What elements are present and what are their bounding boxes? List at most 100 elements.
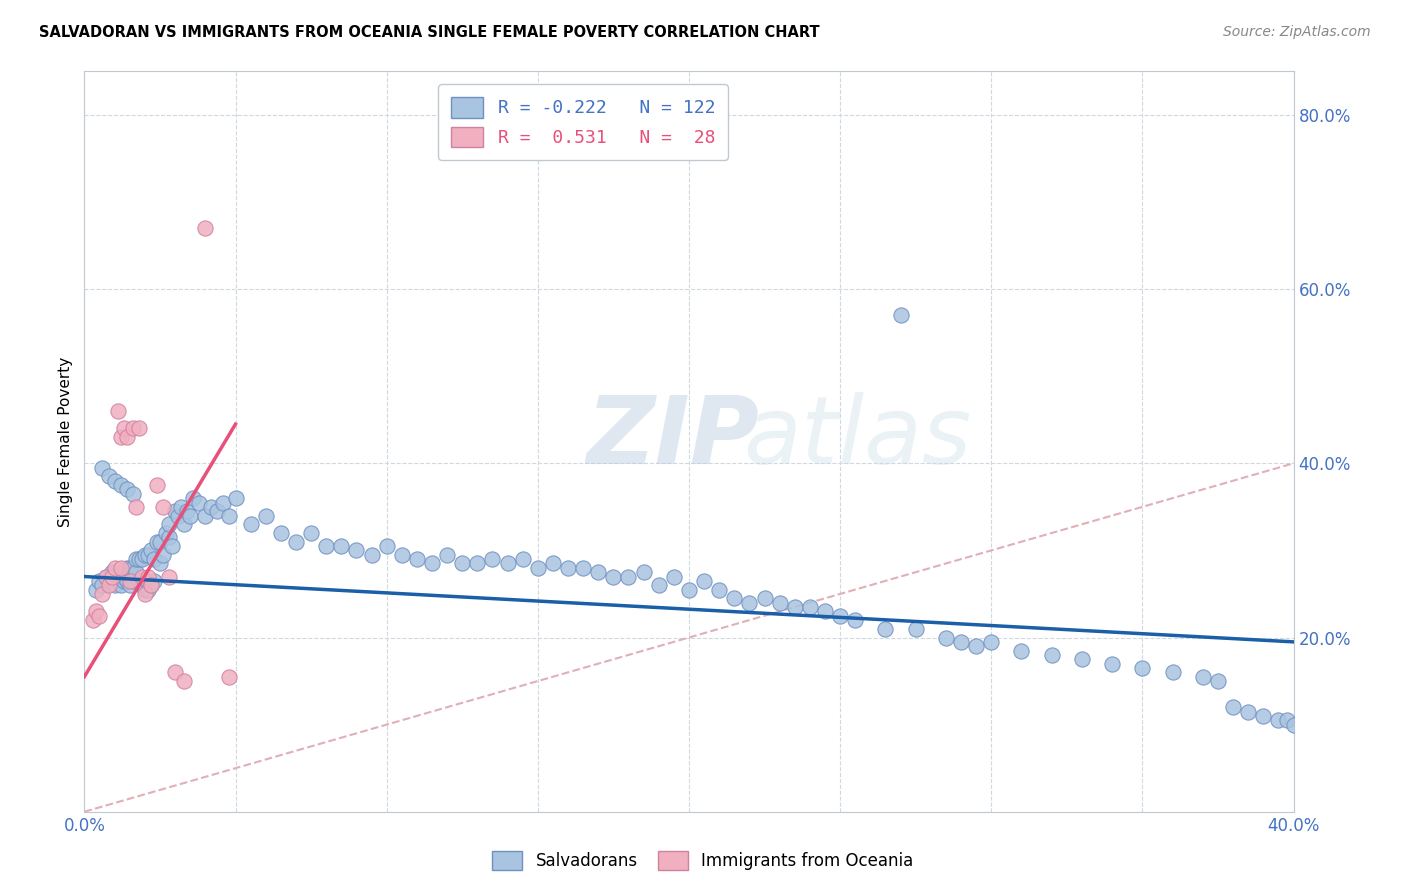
Point — [94, 569, 117, 583]
Point — [149, 557, 172, 571]
Point — [1130, 661, 1153, 675]
Point — [1192, 670, 1215, 684]
Point — [115, 561, 138, 575]
Point — [89, 608, 111, 623]
Text: SALVADORAN VS IMMIGRANTS FROM OCEANIA SINGLE FEMALE POVERTY CORRELATION CHART: SALVADORAN VS IMMIGRANTS FROM OCEANIA SI… — [39, 25, 820, 40]
Point — [139, 543, 162, 558]
Point — [420, 557, 443, 571]
Point — [512, 552, 534, 566]
Point — [207, 504, 229, 518]
Point — [91, 578, 114, 592]
Point — [134, 587, 156, 601]
Point — [104, 474, 127, 488]
Point — [160, 539, 183, 553]
Point — [146, 534, 169, 549]
Point — [131, 578, 153, 592]
Point — [134, 548, 156, 562]
Point — [875, 622, 897, 636]
Point — [330, 539, 353, 553]
Point — [86, 604, 108, 618]
Point — [125, 552, 148, 566]
Point — [97, 574, 120, 588]
Point — [104, 578, 127, 592]
Point — [254, 508, 277, 523]
Point — [131, 569, 153, 583]
Point — [97, 469, 120, 483]
Point — [738, 596, 761, 610]
Point — [121, 561, 143, 575]
Point — [218, 508, 240, 523]
Point — [121, 487, 143, 501]
Point — [436, 548, 458, 562]
Point — [128, 421, 150, 435]
Point — [128, 552, 150, 566]
Point — [86, 582, 108, 597]
Point — [188, 495, 211, 509]
Point — [149, 534, 172, 549]
Point — [648, 578, 671, 592]
Point — [165, 504, 187, 518]
Point — [115, 483, 138, 497]
Point — [769, 596, 792, 610]
Point — [97, 578, 120, 592]
Text: ZIP: ZIP — [586, 392, 759, 483]
Point — [360, 548, 382, 562]
Point — [115, 574, 138, 588]
Point — [709, 582, 731, 597]
Point — [496, 557, 519, 571]
Point — [115, 430, 138, 444]
Point — [194, 508, 217, 523]
Point — [94, 569, 117, 583]
Point — [1161, 665, 1184, 680]
Point — [451, 557, 474, 571]
Point — [179, 508, 201, 523]
Point — [110, 430, 132, 444]
Point — [155, 526, 177, 541]
Point — [541, 557, 564, 571]
Point — [1277, 713, 1299, 727]
Point — [693, 574, 716, 588]
Point — [799, 600, 821, 615]
Point — [935, 631, 957, 645]
Point — [112, 574, 135, 588]
Point — [1267, 713, 1289, 727]
Point — [125, 565, 148, 579]
Point — [142, 552, 165, 566]
Point — [136, 582, 159, 597]
Point — [112, 421, 135, 435]
Point — [588, 565, 610, 579]
Point — [118, 574, 141, 588]
Point — [194, 221, 217, 235]
Point — [91, 460, 114, 475]
Point — [121, 574, 143, 588]
Point — [950, 635, 973, 649]
Point — [173, 517, 195, 532]
Point — [315, 539, 337, 553]
Y-axis label: Single Female Poverty: Single Female Poverty — [58, 357, 73, 526]
Legend: R = -0.222   N = 122, R =  0.531   N =  28: R = -0.222 N = 122, R = 0.531 N = 28 — [439, 84, 728, 160]
Point — [1011, 643, 1033, 657]
Point — [104, 561, 127, 575]
Point — [157, 569, 180, 583]
Point — [1253, 709, 1275, 723]
Point — [136, 569, 159, 583]
Point — [134, 582, 156, 597]
Point — [270, 526, 292, 541]
Point — [200, 500, 222, 514]
Point — [142, 574, 165, 588]
Point — [110, 578, 132, 592]
Point — [965, 639, 987, 653]
Point — [783, 600, 806, 615]
Point — [890, 308, 912, 322]
Point — [602, 569, 624, 583]
Point — [1101, 657, 1123, 671]
Point — [112, 569, 135, 583]
Point — [176, 504, 198, 518]
Text: atlas: atlas — [744, 392, 972, 483]
Point — [527, 561, 550, 575]
Point — [375, 539, 398, 553]
Point — [139, 578, 162, 592]
Point — [662, 569, 685, 583]
Point — [830, 608, 852, 623]
Point — [212, 495, 235, 509]
